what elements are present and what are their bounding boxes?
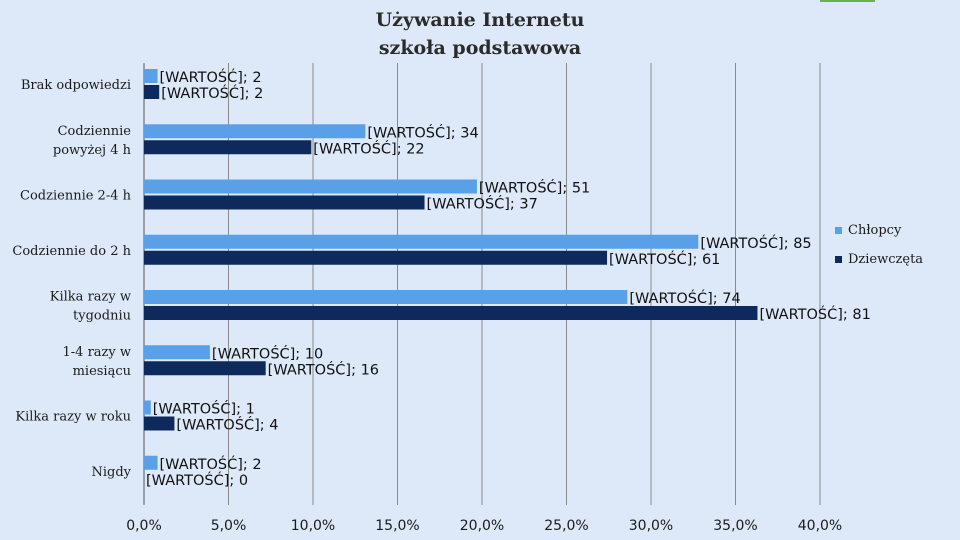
category-label-line: Kilka razy w: [50, 290, 131, 305]
data-label: [WARTOŚĆ]; 2: [160, 455, 262, 473]
legend-item-dziewczeta: Dziewczęta: [835, 252, 923, 267]
legend-item-chlopcy: Chłopcy: [835, 223, 923, 238]
bar-chlopcy: [144, 69, 158, 83]
x-tick-label: 30,0%: [629, 518, 673, 534]
bar-chlopcy: [144, 290, 628, 304]
category-label: Codziennie 2-4 h: [20, 189, 132, 204]
category-label: Codziennie do 2 h: [12, 244, 131, 259]
bar-dziewczeta: [144, 250, 608, 265]
data-label: [WARTOŚĆ]; 2: [161, 84, 263, 102]
bar-dziewczeta: [144, 140, 312, 155]
category-label: Brak odpowiedzi: [21, 78, 131, 93]
x-tick-label: 0,0%: [126, 518, 162, 534]
data-label: [WARTOŚĆ]; 81: [759, 305, 870, 323]
category-label-line: powyżej 4 h: [53, 143, 132, 158]
category-label-line: Codziennie 2-4 h: [20, 189, 132, 204]
data-label: [WARTOŚĆ]; 51: [479, 179, 590, 197]
x-tick-label: 25,0%: [544, 518, 588, 534]
category-label: Codziennie powyżej 4 h: [53, 124, 132, 158]
bar-dziewczeta: [144, 195, 425, 210]
x-tick-label: 10,0%: [291, 518, 335, 534]
legend-label-chlopcy: Chłopcy: [848, 223, 902, 238]
bar-dziewczeta: [144, 416, 175, 431]
accent-line: [820, 0, 875, 2]
chart-title: Używanie Internetu szkoła podstawowa: [330, 6, 630, 62]
bar-dziewczeta: [144, 85, 160, 99]
bar-chlopcy: [144, 124, 366, 139]
data-label: [WARTOŚĆ]; 37: [427, 195, 538, 213]
legend-swatch-chlopcy: [835, 227, 842, 234]
data-label: [WARTOŚĆ]; 61: [609, 250, 720, 268]
x-tick-label: 40,0%: [798, 518, 842, 534]
category-label-line: tygodniu: [73, 309, 131, 324]
x-tick-label: 20,0%: [460, 518, 504, 534]
bar-chlopcy: [144, 234, 699, 249]
bar-chlopcy: [144, 400, 151, 415]
category-label-line: miesiącu: [73, 364, 131, 379]
category-label-line: Codziennie do 2 h: [12, 244, 131, 259]
chart-title-line2: szkoła podstawowa: [378, 37, 582, 59]
x-tick-label: 35,0%: [713, 518, 757, 534]
bar-dziewczeta: [144, 361, 266, 376]
category-label-line: Kilka razy w roku: [15, 410, 131, 425]
data-label: [WARTOŚĆ]; 0: [146, 471, 248, 489]
bar-chlopcy: [144, 179, 477, 194]
legend-swatch-dziewczeta: [835, 256, 842, 263]
data-label: [WARTOŚĆ]; 1: [153, 400, 255, 418]
legend: Chłopcy Dziewczęta: [835, 223, 923, 281]
data-label: [WARTOŚĆ]; 10: [212, 344, 323, 362]
chart-title-line1: Używanie Internetu: [375, 9, 585, 31]
legend-label-dziewczeta: Dziewczęta: [848, 252, 924, 267]
category-label-line: 1-4 razy w: [63, 345, 132, 360]
data-label: [WARTOŚĆ]; 22: [313, 139, 424, 157]
data-label: [WARTOŚĆ]; 85: [700, 234, 811, 252]
category-label: 1-4 razy w miesiącu: [63, 345, 132, 379]
x-tick-label: 15,0%: [375, 518, 419, 534]
category-label: Kilka razy w tygodniu: [50, 290, 131, 324]
x-tick-label: 5,0%: [211, 518, 247, 534]
data-label: [WARTOŚĆ]; 2: [160, 68, 262, 86]
data-label: [WARTOŚĆ]; 34: [367, 123, 478, 141]
bar-chlopcy: [144, 345, 210, 360]
bar-chlopcy: [144, 455, 158, 470]
data-label: [WARTOŚĆ]; 16: [268, 360, 379, 378]
category-label: Kilka razy w roku: [15, 410, 131, 425]
bar-dziewczeta: [144, 306, 758, 320]
data-label: [WARTOŚĆ]; 4: [176, 416, 278, 434]
category-label: Nigdy: [91, 465, 131, 480]
category-label-line: Codziennie: [58, 124, 132, 139]
category-label-line: Brak odpowiedzi: [21, 78, 131, 93]
category-label-line: Nigdy: [91, 465, 131, 480]
data-label: [WARTOŚĆ]; 74: [629, 289, 740, 307]
